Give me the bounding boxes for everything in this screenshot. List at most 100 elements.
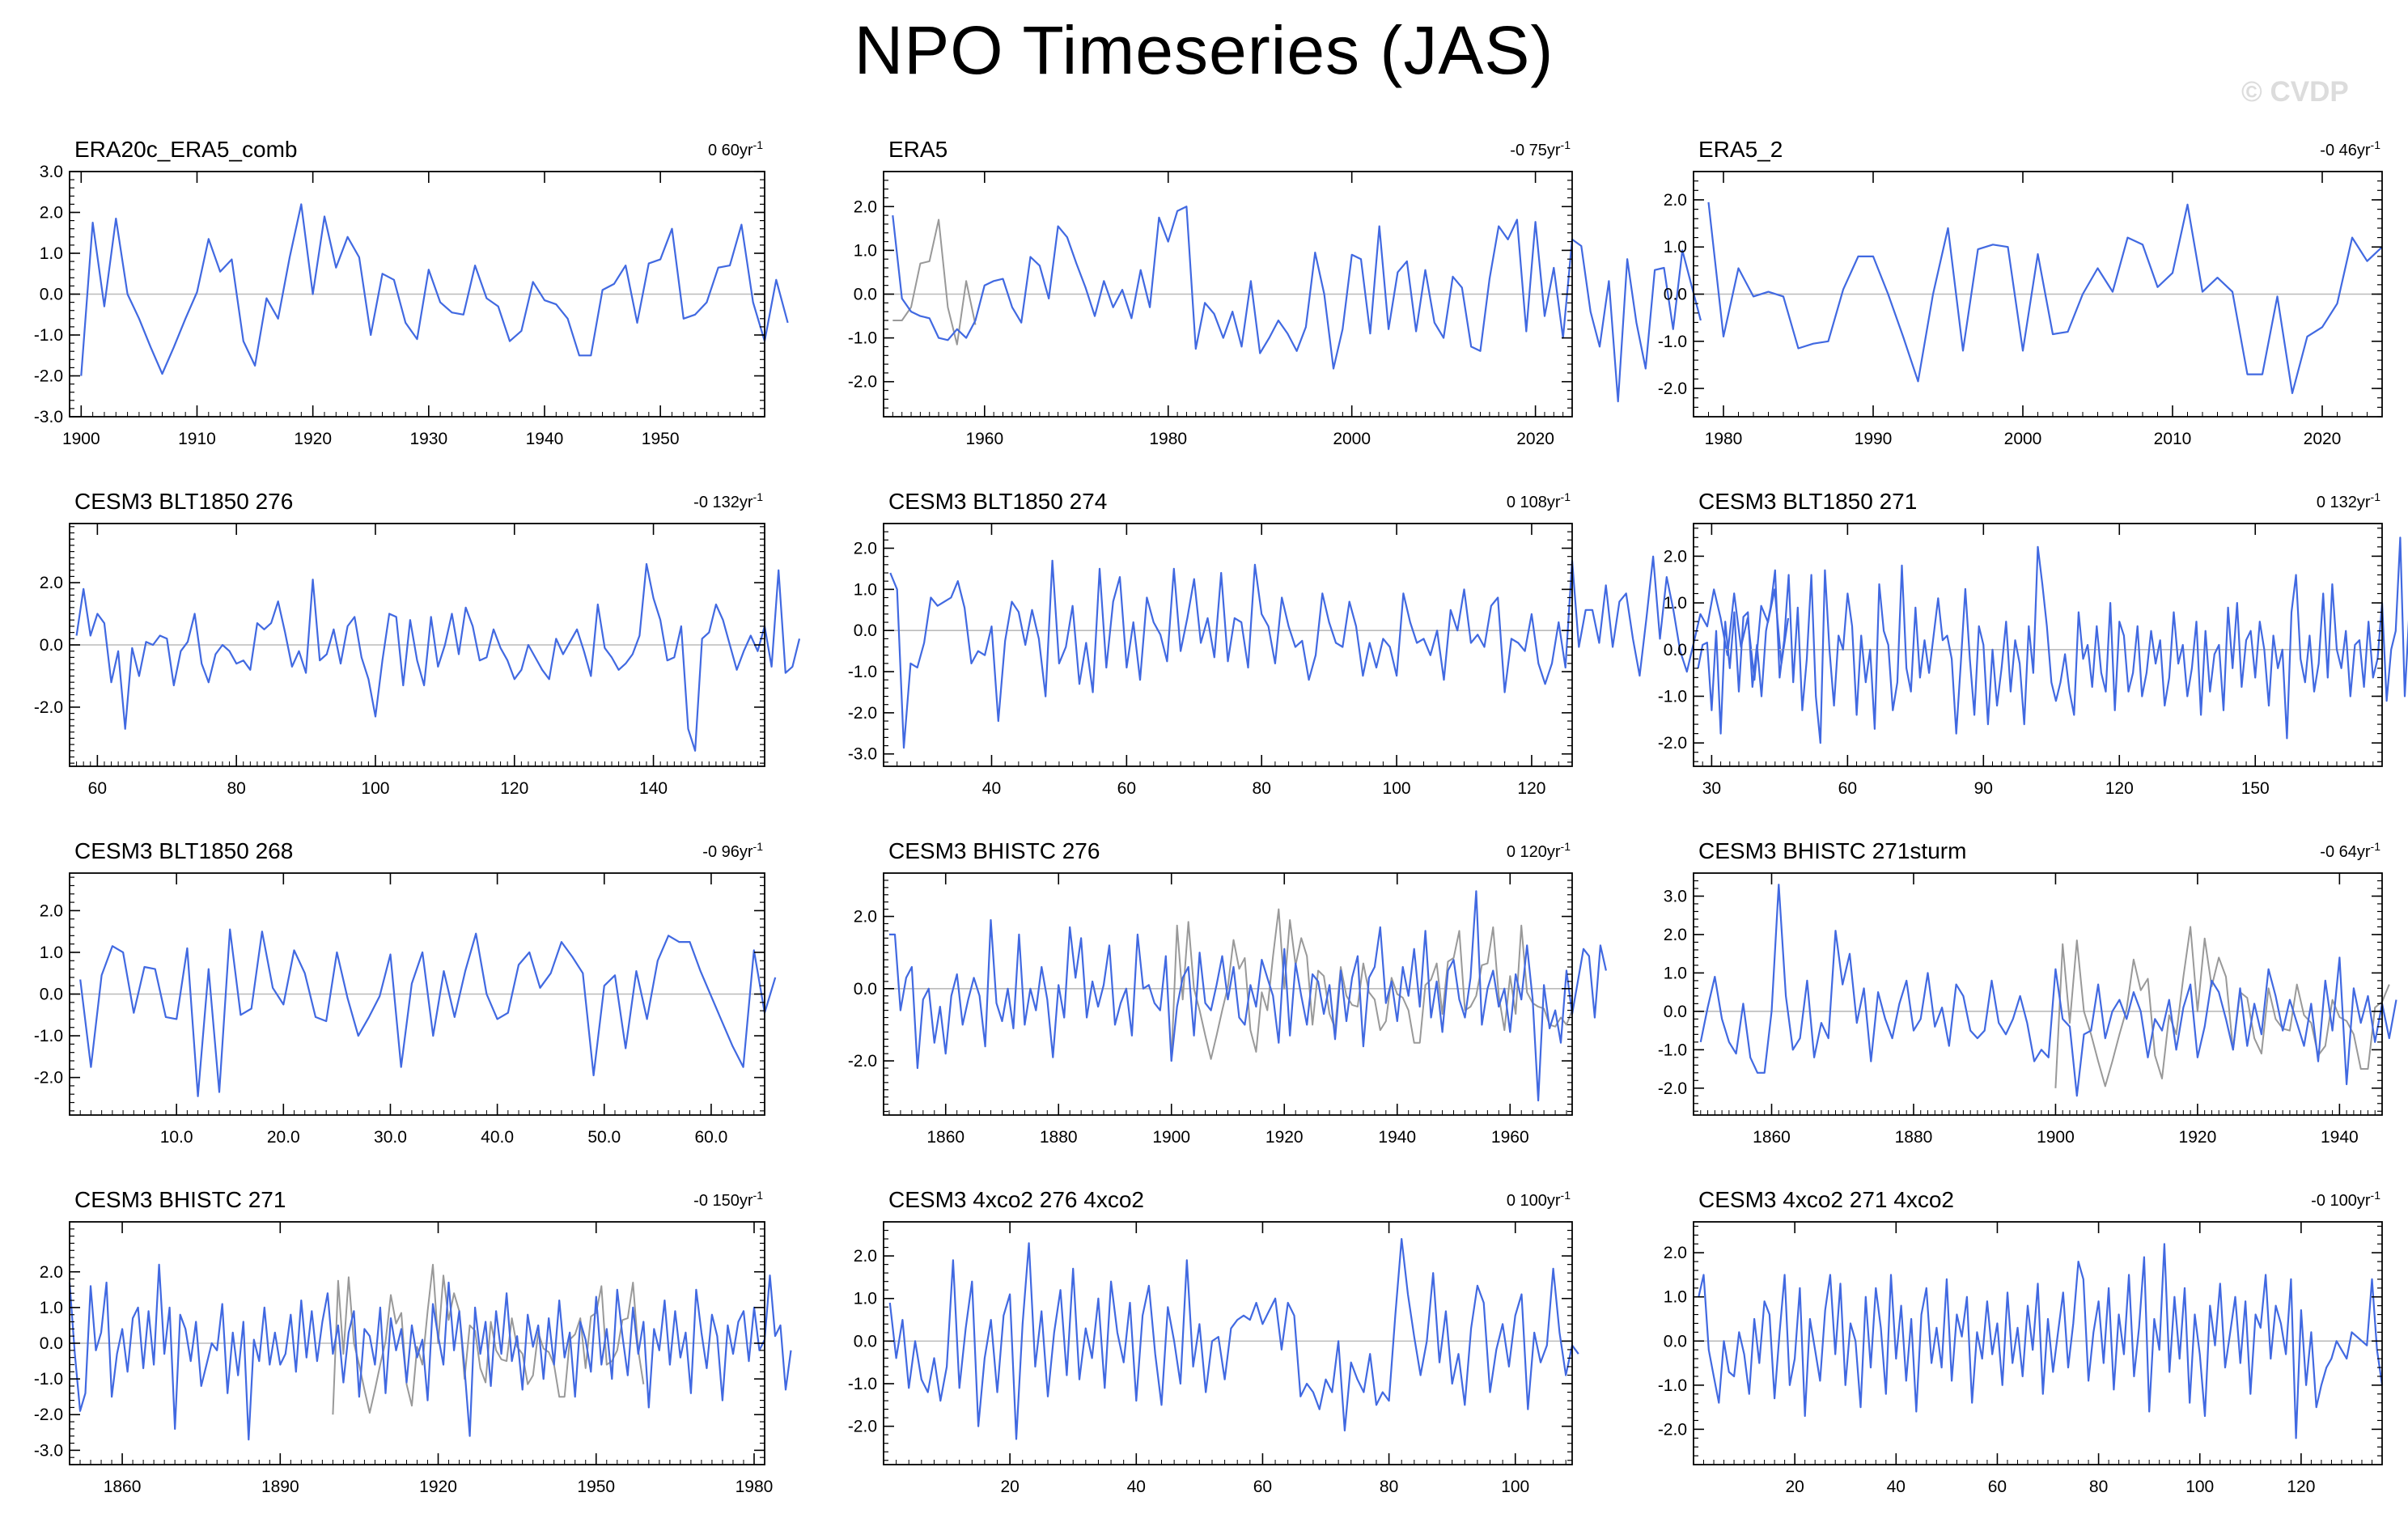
plot-frame — [883, 523, 1573, 767]
y-tick-label: 2.0 — [1664, 1244, 1687, 1262]
observation-series-line — [332, 1263, 645, 1415]
y-tick-label: -1.0 — [848, 1375, 877, 1393]
trend-label: -0 64yr-1 — [2320, 840, 2380, 861]
y-tick-label: 2.0 — [854, 908, 877, 927]
panel-title: ERA5_2 — [1698, 137, 1783, 162]
panel-title: CESM3 BLT1850 276 — [74, 489, 293, 514]
plot-frame — [883, 1221, 1573, 1465]
panel-title: ERA20c_ERA5_comb — [74, 137, 297, 162]
y-tick-label: -2.0 — [848, 704, 877, 723]
y-tick-label: 0.0 — [40, 1334, 63, 1353]
trend-label: 0 120yr-1 — [1507, 840, 1571, 861]
model-series-line — [889, 555, 1790, 749]
y-tick-label: 2.0 — [1664, 926, 1687, 944]
x-tick-label: 1920 — [1265, 1128, 1304, 1147]
model-series-line — [80, 203, 789, 376]
panel-title: ERA5 — [888, 137, 948, 162]
y-tick-label: -1.0 — [1658, 333, 1687, 351]
panel-12: CESM3 4xco2 271 4xco2 -0 100yr-1 -2.0 -1.0 0… — [1658, 1187, 2384, 1496]
x-tick-label: 30 — [1702, 779, 1721, 798]
panel-title: CESM3 BHISTC 271sturm — [1698, 838, 1966, 863]
trend-label: 0 60yr-1 — [708, 138, 763, 159]
y-tick-label: -1.0 — [1658, 1376, 1687, 1395]
y-tick-label: 0.0 — [854, 286, 877, 304]
trend-label: -0 132yr-1 — [693, 490, 763, 511]
y-tick-label: 0.0 — [1664, 1332, 1687, 1351]
y-tick-label: 2.0 — [40, 901, 63, 920]
x-tick-label: 1960 — [1491, 1128, 1529, 1147]
x-tick-label: 1980 — [736, 1478, 774, 1496]
x-tick-label: 40 — [1887, 1478, 1906, 1496]
model-series-line — [1707, 201, 2383, 394]
x-tick-label: 80 — [1253, 779, 1271, 798]
trend-label: 0 100yr-1 — [1507, 1189, 1571, 1210]
panel-11: CESM3 4xco2 276 4xco2 0 100yr-1 -2.0 -1.0 0.… — [848, 1187, 1579, 1496]
model-series-line — [892, 206, 1702, 403]
x-tick-label: 1920 — [294, 430, 332, 448]
x-tick-label: 120 — [2287, 1478, 2315, 1496]
x-tick-label: 1960 — [965, 430, 1003, 448]
x-tick-label: 1890 — [261, 1478, 299, 1496]
y-tick-label: -2.0 — [1658, 734, 1687, 753]
y-tick-label: 1.0 — [40, 244, 63, 263]
x-tick-label: 40 — [982, 779, 1001, 798]
observation-series-line — [892, 218, 977, 346]
x-tick-label: 1980 — [1705, 430, 1743, 448]
model-series-line — [75, 562, 801, 752]
y-tick-label: 1.0 — [854, 1290, 877, 1308]
panel-9: CESM3 BHISTC 271sturm -0 64yr-1 -2.0 -1.0 0.… — [1658, 838, 2397, 1147]
x-tick-label: 1860 — [926, 1128, 964, 1147]
y-tick-label: 1.0 — [40, 1299, 63, 1317]
x-tick-label: 1920 — [2179, 1128, 2217, 1147]
panel-title: CESM3 BLT1850 274 — [888, 489, 1107, 514]
model-series-line — [1697, 536, 2408, 744]
panel-title: CESM3 4xco2 271 4xco2 — [1698, 1187, 1954, 1212]
x-tick-label: 30.0 — [374, 1128, 407, 1147]
y-tick-label: 0.0 — [40, 636, 63, 655]
y-tick-label: -3.0 — [34, 408, 63, 426]
model-series-line — [1699, 884, 2397, 1097]
x-tick-label: 100 — [1383, 779, 1411, 798]
y-tick-label: 0.0 — [854, 980, 877, 999]
x-tick-label: 1950 — [577, 1478, 615, 1496]
x-tick-label: 2020 — [1516, 430, 1554, 448]
x-tick-label: 2000 — [1333, 430, 1371, 448]
plot-frame — [1693, 872, 2383, 1116]
x-tick-label: 60 — [88, 779, 107, 798]
y-tick-label: 2.0 — [40, 204, 63, 223]
x-tick-label: 100 — [1501, 1478, 1529, 1496]
y-tick-label: -2.0 — [34, 367, 63, 386]
x-tick-label: 60 — [1838, 779, 1857, 798]
panel-4: CESM3 BLT1850 276 -0 132yr-1 -2.0 0.0 2.0 60 8… — [34, 489, 801, 798]
y-tick-label: -2.0 — [1658, 1079, 1687, 1098]
x-tick-label: 60 — [1117, 779, 1136, 798]
panel-title: CESM3 4xco2 276 4xco2 — [888, 1187, 1144, 1212]
x-tick-label: 1920 — [419, 1478, 457, 1496]
y-tick-label: 0.0 — [854, 1332, 877, 1351]
y-tick-label: 2.0 — [1664, 191, 1687, 210]
y-tick-label: 1.0 — [40, 943, 63, 962]
panel-5: CESM3 BLT1850 274 0 108yr-1 -3.0 -2.0 -1.0 0.… — [848, 489, 1790, 798]
y-tick-label: 1.0 — [1664, 964, 1687, 982]
y-tick-label: 0.0 — [1664, 1003, 1687, 1021]
x-tick-label: 2000 — [2004, 430, 2042, 448]
x-tick-label: 1880 — [1895, 1128, 1933, 1147]
x-tick-label: 120 — [1517, 779, 1545, 798]
y-tick-label: -2.0 — [34, 1069, 63, 1088]
panel-title: CESM3 BLT1850 271 — [1698, 489, 1917, 514]
y-tick-label: 0.0 — [1664, 641, 1687, 659]
x-tick-label: 40.0 — [481, 1128, 514, 1147]
y-tick-label: -1.0 — [848, 663, 877, 681]
x-tick-label: 100 — [2185, 1478, 2214, 1496]
y-tick-label: -1.0 — [34, 1370, 63, 1389]
x-tick-label: 100 — [361, 779, 389, 798]
x-tick-label: 20 — [1785, 1478, 1804, 1496]
trend-label: 0 108yr-1 — [1507, 490, 1571, 511]
plot-frame — [1693, 1221, 2383, 1465]
trend-label: -0 46yr-1 — [2320, 138, 2380, 159]
y-tick-label: 2.0 — [40, 1263, 63, 1282]
observation-series-line — [2054, 926, 2390, 1088]
panel-title: CESM3 BLT1850 268 — [74, 838, 293, 863]
x-tick-label: 1950 — [642, 430, 680, 448]
